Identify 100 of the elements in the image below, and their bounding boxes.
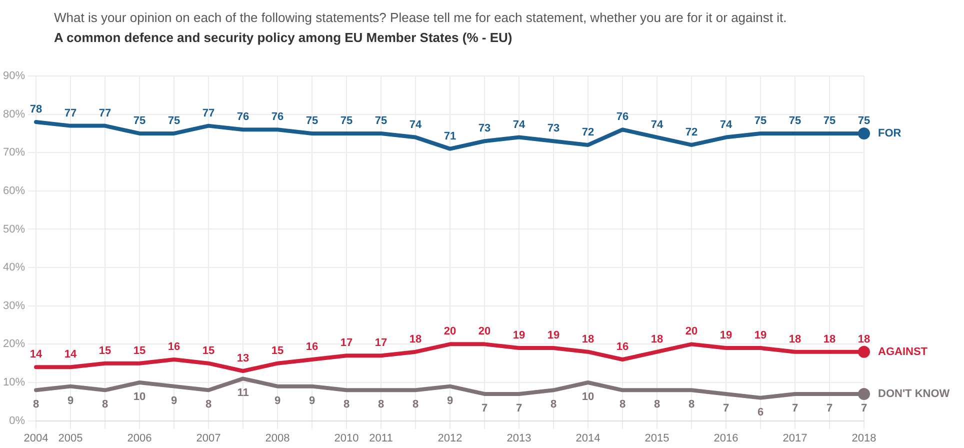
x-tick-label: 2012	[438, 432, 462, 444]
data-label: 14	[64, 348, 78, 361]
data-label: 8	[550, 398, 557, 411]
x-tick-label: 2018	[852, 432, 876, 444]
y-tick-label: 10%	[2, 376, 26, 389]
data-label: 9	[274, 394, 281, 407]
data-label: 78	[30, 104, 42, 116]
data-label: 17	[374, 337, 388, 350]
data-label: 19	[720, 330, 732, 342]
data-label: 15	[98, 344, 112, 357]
y-tick-label: 40%	[2, 262, 26, 274]
data-label: 8	[343, 398, 350, 411]
data-label: 13	[236, 352, 250, 365]
data-label: 8	[32, 398, 40, 411]
x-tick-label: 2017	[782, 432, 808, 444]
data-label: 14	[30, 348, 44, 361]
series-label: AGAINST	[878, 346, 928, 358]
data-label: 74	[720, 118, 733, 131]
data-label: 18	[409, 333, 422, 346]
y-tick-label: 30%	[2, 300, 26, 312]
data-label: 8	[102, 398, 108, 411]
data-label: 8	[688, 398, 695, 411]
data-label: 16	[616, 341, 629, 354]
data-label: 15	[271, 344, 284, 357]
data-label: 75	[788, 115, 802, 127]
data-label: 75	[823, 115, 836, 127]
data-label: 16	[168, 341, 180, 354]
data-label: 74	[409, 118, 422, 131]
data-label: 7	[722, 402, 730, 415]
y-tick-label: 60%	[2, 184, 26, 197]
data-label: 18	[582, 333, 594, 346]
series-label: DON'T KNOW	[878, 388, 950, 400]
data-label: 75	[858, 115, 870, 127]
data-label: 7	[792, 402, 798, 415]
data-label: 77	[98, 107, 112, 120]
data-label: 16	[306, 341, 318, 354]
x-tick-label: 2011	[369, 432, 393, 444]
data-label: 10	[582, 391, 594, 404]
data-label: 7	[481, 402, 488, 415]
chart-subtitle: What is your opinion on each of the following statements? Please tell me for each statement, whether you are for it or against it.	[54, 10, 787, 25]
data-label: 7	[860, 402, 868, 415]
x-tick-label: 2005	[58, 432, 83, 444]
data-label: 7	[516, 402, 522, 415]
y-tick-label: 50%	[2, 223, 26, 236]
x-tick-label: 2016	[714, 432, 738, 444]
x-tick-label: 2014	[576, 432, 600, 444]
series-label: FOR	[878, 128, 902, 140]
chart-title: A common defence and security policy among EU Member States (% - EU)	[54, 30, 512, 45]
data-label: 6	[757, 406, 764, 418]
data-label: 20	[478, 326, 491, 338]
data-label: 18	[788, 333, 802, 346]
data-label: 8	[205, 398, 212, 411]
data-label: 19	[754, 330, 767, 342]
data-label: 77	[202, 107, 215, 120]
data-label: 72	[582, 126, 594, 138]
data-label: 15	[202, 344, 215, 357]
data-label: 19	[547, 330, 560, 342]
y-tick-label: 80%	[2, 108, 26, 120]
x-tick-label: 2004	[24, 432, 48, 444]
data-label: 8	[412, 398, 419, 411]
data-label: 9	[170, 394, 178, 407]
data-label: 15	[133, 344, 146, 357]
x-tick-label: 2008	[265, 432, 290, 444]
data-label: 10	[133, 391, 146, 404]
data-label: 20	[444, 326, 456, 338]
data-label: 9	[308, 394, 316, 407]
y-tick-label: 90%	[2, 70, 26, 82]
data-label: 77	[64, 107, 77, 120]
x-tick-label: 2007	[196, 432, 221, 444]
data-label: 74	[512, 118, 526, 131]
data-label: 75	[340, 115, 353, 127]
data-label: 75	[168, 115, 180, 127]
data-label: 9	[446, 394, 454, 407]
data-label: 75	[374, 115, 388, 127]
x-tick-label: 2015	[644, 432, 670, 444]
data-label: 8	[654, 398, 660, 411]
y-tick-label: 0%	[9, 414, 26, 427]
data-label: 73	[478, 122, 491, 135]
data-label: 75	[133, 115, 146, 127]
data-label: 72	[685, 126, 698, 138]
data-label: 75	[306, 115, 318, 127]
data-label: 18	[858, 333, 870, 346]
x-tick-label: 2010	[334, 432, 359, 444]
data-label: 9	[67, 394, 74, 407]
x-tick-label: 2013	[506, 432, 532, 444]
data-label: 7	[826, 402, 833, 415]
data-label: 20	[685, 326, 698, 338]
y-tick-label: 70%	[2, 146, 26, 159]
data-label: 76	[271, 111, 284, 124]
data-label: 8	[619, 398, 626, 411]
x-tick-label: 2006	[127, 432, 152, 444]
y-tick-label: 20%	[2, 338, 26, 350]
data-label: 71	[444, 130, 456, 142]
data-label: 73	[547, 122, 560, 135]
data-label: 75	[754, 115, 767, 127]
data-label: 74	[650, 118, 664, 131]
data-label: 18	[650, 333, 664, 346]
data-label: 17	[340, 337, 353, 350]
data-label: 19	[512, 330, 526, 342]
data-label: 18	[823, 333, 836, 346]
